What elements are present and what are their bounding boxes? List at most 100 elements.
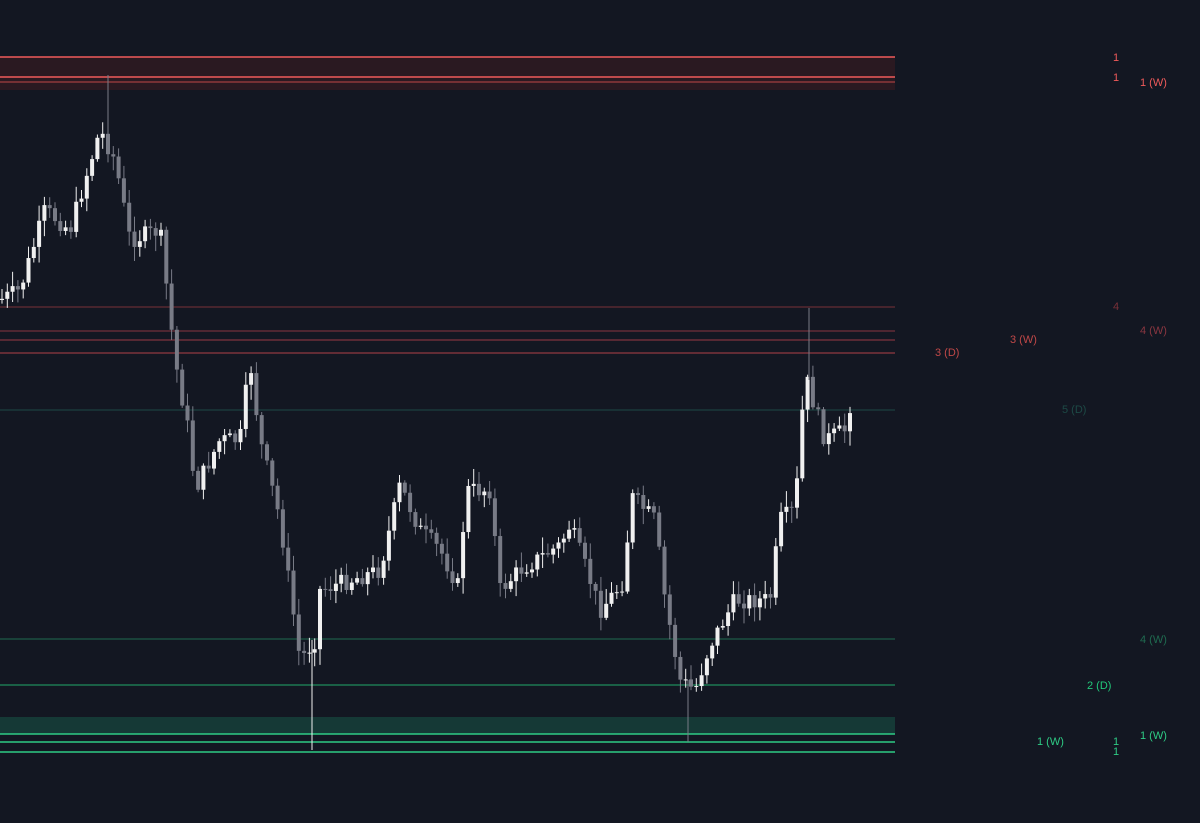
candle-body [58,221,63,231]
candle-body [159,229,163,236]
candle-body [37,220,42,247]
candle-body [826,433,831,445]
candle-body [439,543,444,554]
candle-body [731,594,736,613]
candle-body [556,542,561,549]
candle-body [567,529,572,539]
candle-body [577,528,582,543]
candle-body [15,286,20,290]
candle-body [667,594,672,625]
candle-body [651,506,656,513]
candle-body [832,428,837,434]
candle-body [63,227,68,231]
candle-body [461,532,466,579]
candle-body [742,603,746,609]
candle-body [498,536,503,584]
candle-body [535,554,540,570]
candle-body [143,226,148,242]
candle-body [402,482,407,493]
candle-body [636,493,640,496]
candle-body [609,592,614,604]
candle-body [302,650,307,654]
candle-body [816,407,821,410]
candle-body [392,502,397,531]
candle-body [551,548,556,555]
candle-body [296,614,301,651]
candle-body [837,425,842,429]
candle-body [821,409,826,445]
level-label: 3 (W) [1010,334,1037,346]
candle-body [254,373,259,416]
candle-body [657,512,662,547]
candle-body [800,409,805,479]
candle-body [699,675,704,687]
candle-body [280,509,285,548]
candle-body [720,626,725,628]
candle-body [662,546,667,595]
candle-body [5,291,10,299]
candle-body [53,208,57,222]
candle-body [747,595,752,609]
level-label: 3 (D) [935,347,959,359]
candle-body [132,231,137,247]
level-label: 1 [1113,72,1119,84]
candle-body [249,373,254,385]
candle-body [757,598,762,608]
candle-body [222,435,227,442]
candle-body [620,591,625,593]
labels: 11 1 (W)44 (W)3 (W)3 (D)5 (D)4 (W)2 (D)1 … [935,52,1167,758]
candle-body [583,542,587,559]
candle-body [805,376,810,410]
candle-body [673,624,678,657]
candle-body [455,578,460,584]
candle-body [795,478,799,508]
candle-body [752,595,757,608]
candle-body [116,156,121,179]
candle-body [333,583,338,591]
candles [0,75,852,750]
candle-body [519,567,524,574]
candle-body [127,202,132,232]
candle-body [371,567,375,573]
candle-body [79,198,84,202]
candle-body [514,567,519,582]
candle-body [68,227,73,232]
candle-body [344,574,349,590]
candle-body [148,226,153,229]
candle-body [259,415,264,445]
candle-body [424,525,428,530]
level-label: 4 [1113,301,1119,313]
candle-body [196,470,201,490]
candle-body [598,590,603,618]
candle-body [90,159,95,176]
candle-body [773,546,778,598]
level-label: 1 [1113,52,1119,64]
candle-body [450,571,455,584]
candle-body [471,483,476,486]
candle-body [349,582,354,590]
candle-body [482,491,487,496]
candle-body [848,413,852,432]
level-label: 1 (W) [1140,730,1167,742]
candle-body [768,594,773,598]
candle-body [360,578,365,585]
candle-body [84,175,89,199]
candle-body [21,282,26,290]
candle-body [683,679,688,681]
candle-body [137,241,142,247]
candle-body [312,649,317,653]
support-zone [0,717,895,734]
candle-body [445,553,450,572]
candle-body [190,420,195,471]
candle-body [291,570,296,615]
candle-body [779,511,784,547]
candle-body [540,553,545,555]
candle-body [121,178,126,203]
candle-body [243,384,248,429]
levels [0,56,895,753]
candle-body [646,506,651,509]
level-label: 1 (W) [1140,77,1167,89]
candle-body [588,558,593,584]
